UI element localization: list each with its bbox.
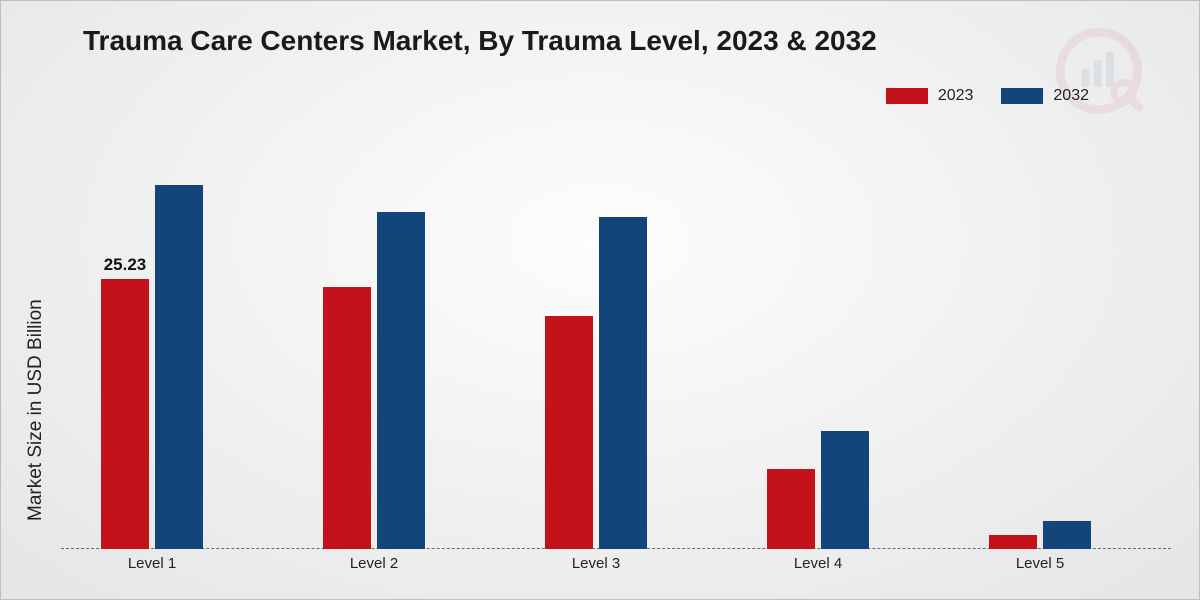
y-axis-label: Market Size in USD Billion — [25, 299, 47, 521]
bar-2032 — [155, 185, 203, 549]
bar-group — [323, 212, 425, 549]
bar-2023 — [101, 279, 149, 549]
bar-2032 — [377, 212, 425, 549]
x-tick-label: Level 2 — [304, 549, 444, 572]
legend-item-2023: 2023 — [886, 87, 974, 105]
bar-group — [767, 431, 869, 549]
plot-area: Level 125.23Level 2Level 3Level 4Level 5 — [61, 121, 1171, 549]
x-tick-label: Level 1 — [82, 549, 222, 572]
legend-item-2032: 2032 — [1001, 87, 1089, 105]
bar-2023 — [989, 535, 1037, 549]
chart-title: Trauma Care Centers Market, By Trauma Le… — [83, 25, 877, 57]
bar-2023 — [545, 316, 593, 549]
bar-2032 — [1043, 521, 1091, 549]
bar-2032 — [821, 431, 869, 549]
legend-label-2023: 2023 — [938, 87, 974, 105]
legend-swatch-2032 — [1001, 88, 1043, 104]
bar-group — [989, 521, 1091, 549]
bar-2032 — [599, 217, 647, 549]
legend-swatch-2023 — [886, 88, 928, 104]
x-tick-label: Level 5 — [970, 549, 1110, 572]
legend-label-2032: 2032 — [1053, 87, 1089, 105]
bar-value-label: 25.23 — [95, 255, 155, 275]
bar-group — [101, 185, 203, 549]
chart-canvas: Trauma Care Centers Market, By Trauma Le… — [0, 0, 1200, 600]
legend: 2023 2032 — [886, 87, 1089, 105]
x-tick-label: Level 3 — [526, 549, 666, 572]
x-tick-label: Level 4 — [748, 549, 888, 572]
bar-2023 — [323, 287, 371, 549]
bar-group — [545, 217, 647, 549]
bar-2023 — [767, 469, 815, 549]
